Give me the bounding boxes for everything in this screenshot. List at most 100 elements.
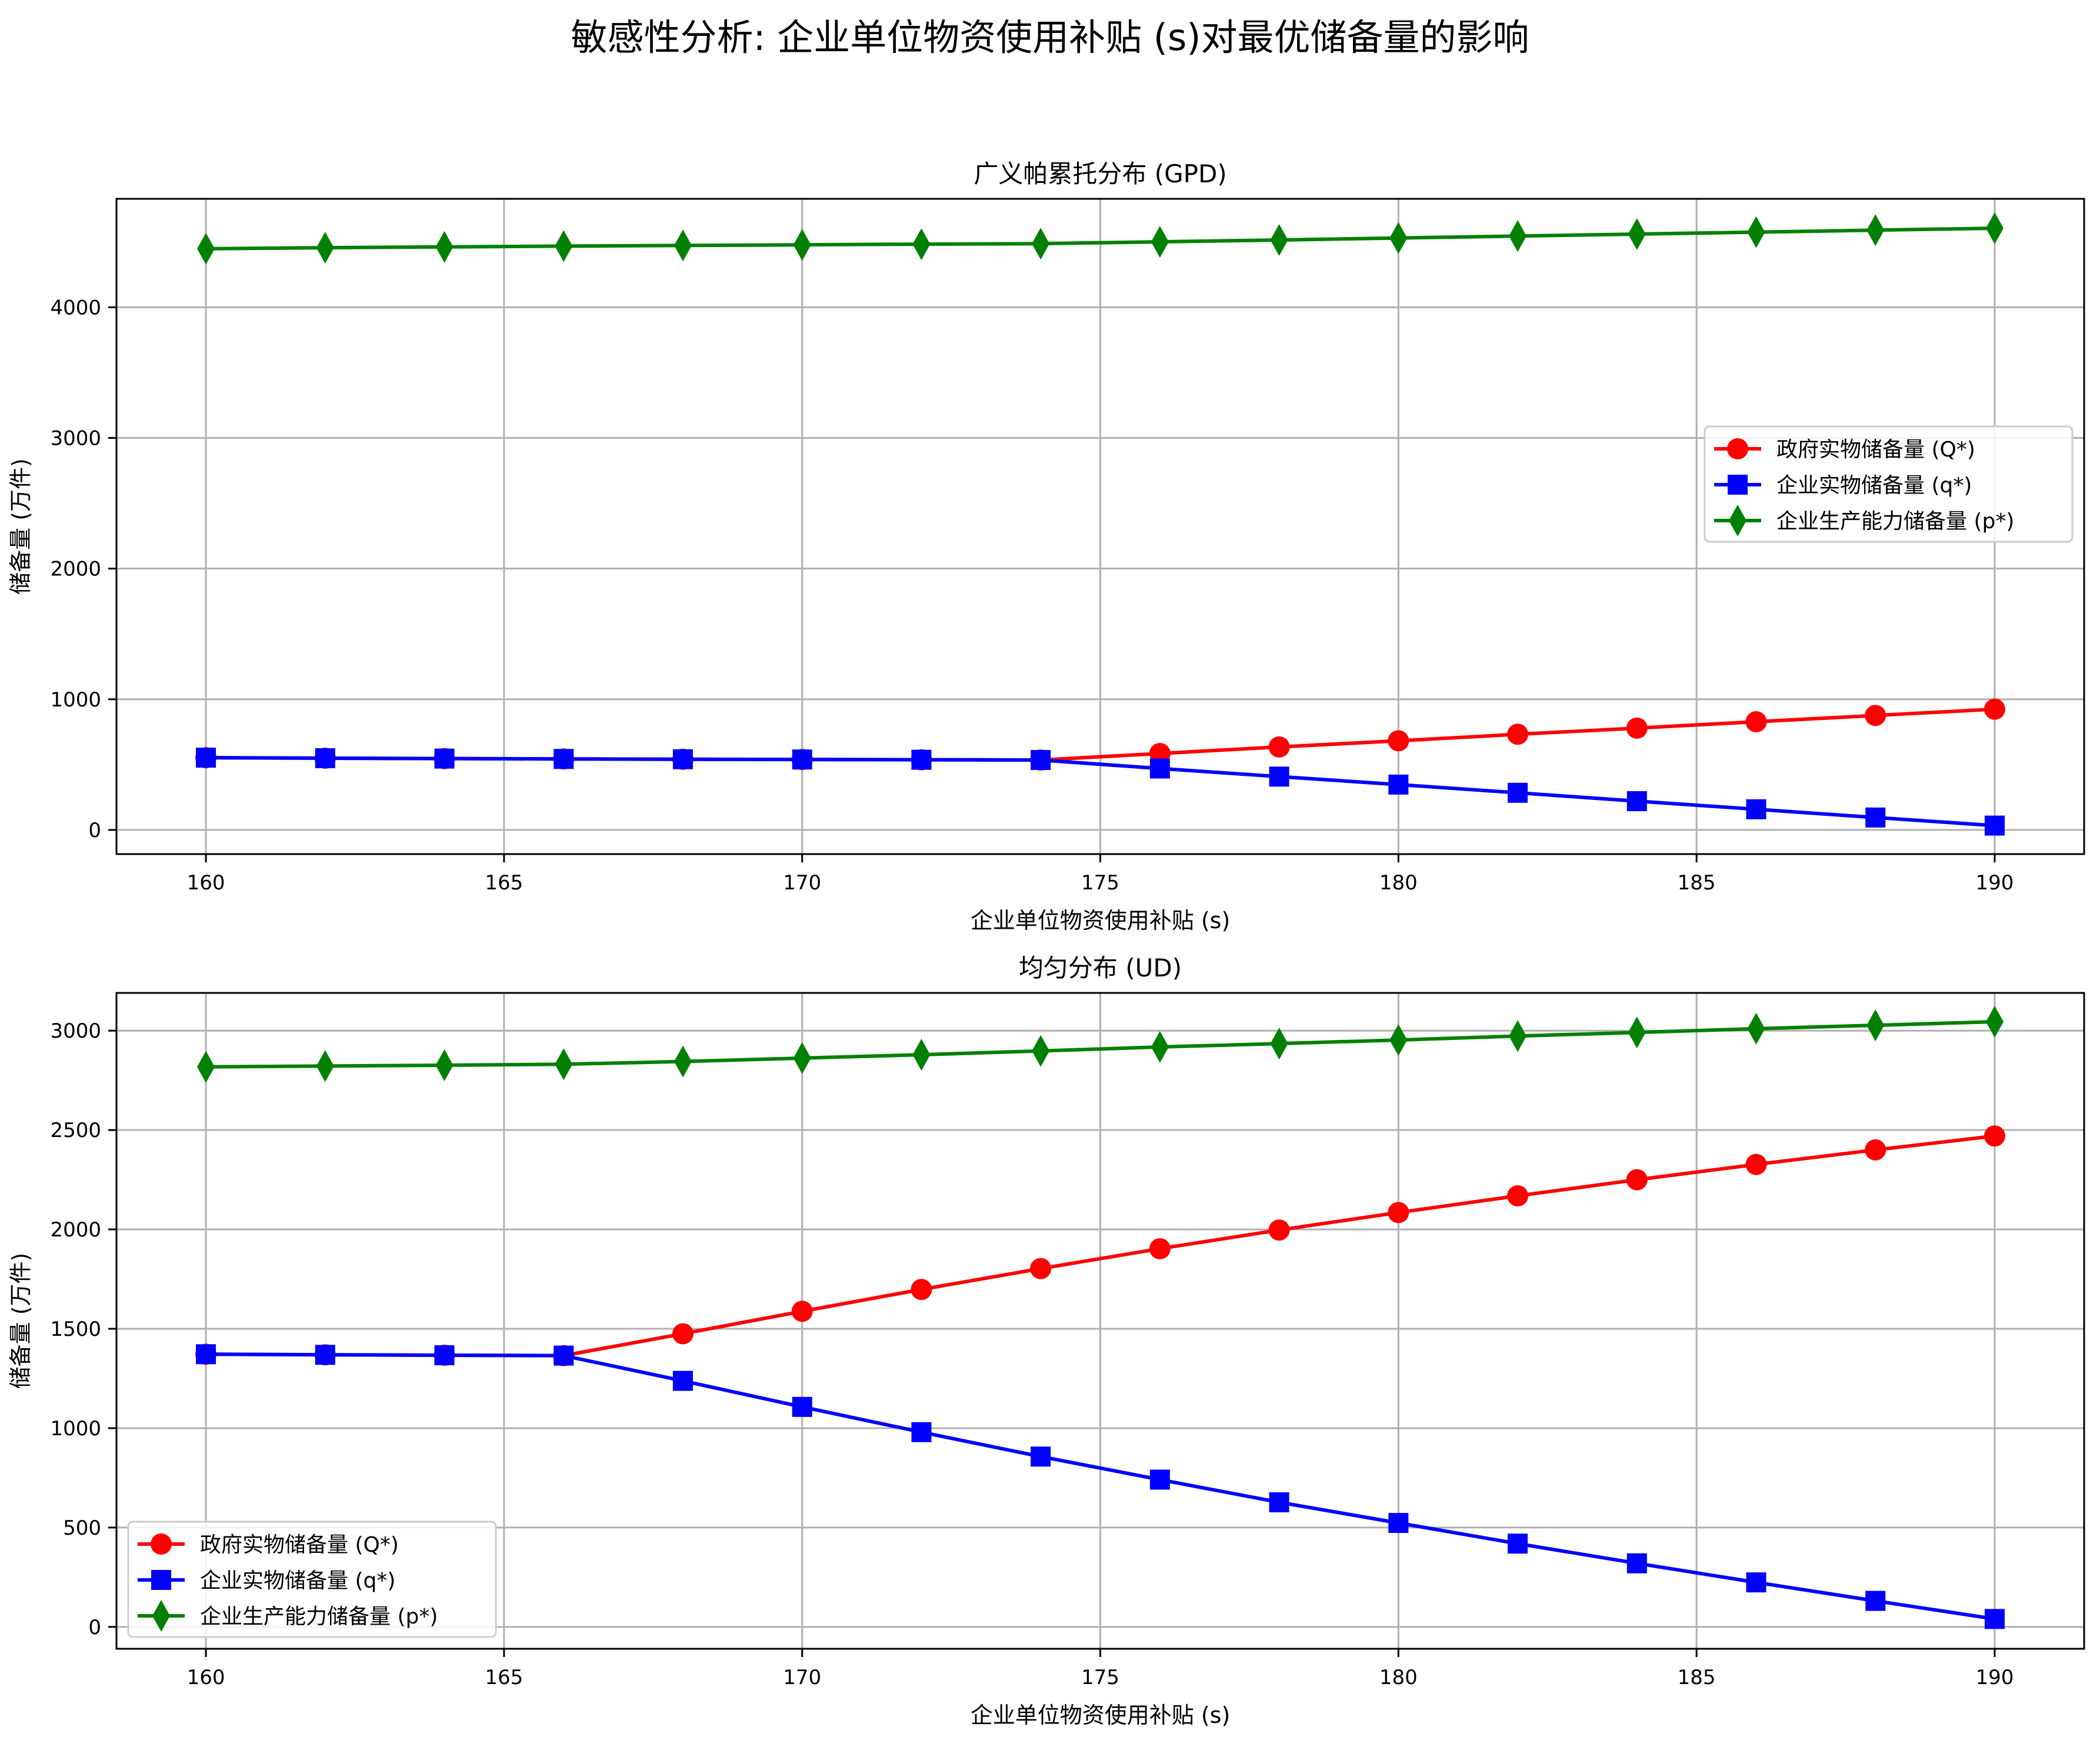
data-point (555, 230, 573, 262)
data-point (1628, 1016, 1646, 1049)
data-point (674, 1045, 692, 1078)
data-point (1626, 791, 1647, 812)
y-tick-label: 2000 (50, 1218, 101, 1242)
data-point (1984, 1125, 2005, 1147)
legend-entry-1: 政府实物储备量 (Q*) (1714, 438, 1975, 462)
x-tick-label: 185 (1678, 871, 1716, 895)
legend-marker (152, 1600, 170, 1632)
data-point (1747, 216, 1765, 248)
data-point (554, 749, 574, 769)
legend-marker (1729, 505, 1746, 536)
data-point (1032, 228, 1050, 260)
x-tick-label: 180 (1379, 871, 1418, 895)
y-tick-label: 1000 (50, 688, 101, 712)
y-tick-label: 3000 (50, 427, 101, 451)
data-point (1745, 1153, 1767, 1175)
data-point (1389, 1024, 1408, 1056)
data-point (912, 228, 931, 261)
data-point (1269, 1492, 1289, 1512)
data-point (1268, 736, 1290, 758)
legend-marker (1727, 438, 1748, 459)
series-2 (196, 1344, 2005, 1629)
data-point (1149, 758, 1170, 779)
data-point (1985, 1005, 2004, 1038)
x-tick-label: 160 (187, 871, 225, 895)
data-point (1984, 815, 2005, 836)
data-point (793, 229, 811, 261)
data-point (672, 749, 693, 769)
figure-title: 敏感性分析: 企业单位物资使用补贴 (s)对最优储备量的影响 (571, 16, 1529, 59)
data-point (1269, 766, 1289, 787)
data-point (911, 749, 932, 770)
data-point (435, 231, 454, 263)
legend-marker (151, 1533, 172, 1555)
data-point (554, 1345, 574, 1366)
data-point (1509, 220, 1527, 252)
data-point (315, 1345, 335, 1365)
data-point (911, 1279, 932, 1301)
legend-frame (1704, 425, 2074, 543)
x-axis-label: 企业单位物资使用补贴 (s) (971, 908, 1231, 933)
data-point (1985, 212, 2004, 244)
x-tick-label: 190 (1976, 871, 2014, 895)
data-point (196, 748, 216, 768)
legend: 政府实物储备量 (Q*) 企业实物储备量 (q*) 企业生产能力储备量 (p*) (127, 1521, 497, 1638)
x-tick-label: 175 (1081, 1666, 1119, 1689)
data-point (197, 232, 215, 265)
data-point (793, 1042, 811, 1074)
data-point (1031, 750, 1051, 771)
data-point (1388, 1202, 1409, 1223)
data-point (1389, 222, 1408, 254)
x-tick-label: 180 (1379, 1666, 1418, 1689)
data-point (1149, 1238, 1171, 1259)
data-point (1626, 1169, 1648, 1191)
data-point (1268, 1219, 1290, 1241)
data-point (1746, 1572, 1766, 1593)
x-tick-label: 190 (1976, 1666, 2014, 1689)
y-axis-label: 储备量 (万件) (8, 458, 34, 595)
y-tick-label: 500 (63, 1516, 101, 1540)
data-point (1388, 774, 1409, 795)
y-tick-label: 2500 (50, 1119, 101, 1142)
data-point (911, 1422, 932, 1442)
y-tick-label: 4000 (50, 296, 101, 319)
data-point (197, 1051, 215, 1083)
y-axis-label: 储备量 (万件) (8, 1253, 34, 1389)
data-point (1866, 1009, 1885, 1042)
legend: 政府实物储备量 (Q*) 企业实物储备量 (q*) 企业生产能力储备量 (p*) (1704, 425, 2074, 543)
data-point (1747, 1012, 1765, 1045)
legend-label: 政府实物储备量 (Q*) (1776, 438, 1975, 462)
chart-panel-2: 160 165 170 175 180 185 190 0 500 1000 1500 2000 250… (8, 953, 2085, 1728)
legend-entry-2: 企业实物储备量 (q*) (1714, 474, 1972, 498)
legend-frame (127, 1521, 497, 1638)
data-point (1745, 711, 1767, 732)
legend-entry-3: 企业生产能力储备量 (p*) (1714, 505, 2014, 536)
data-point (1270, 224, 1288, 256)
data-point (1628, 218, 1646, 250)
x-tick-label: 185 (1678, 1666, 1716, 1689)
data-point (1031, 1446, 1051, 1467)
data-point (792, 1396, 812, 1417)
data-point (1032, 1035, 1050, 1067)
series-line (206, 1352, 1995, 1621)
legend-label: 政府实物储备量 (Q*) (200, 1533, 399, 1557)
data-point (1866, 214, 1885, 246)
y-tick-label: 0 (88, 1616, 101, 1639)
data-point (1984, 1609, 2005, 1629)
data-point (1626, 717, 1648, 739)
y-tick-label: 1000 (50, 1417, 101, 1441)
series-line (206, 1019, 1995, 1069)
x-tick-label: 165 (485, 1666, 523, 1689)
chart-panels: 160 165 170 175 180 185 190 0 1000 2000 3000 4000 广义… (8, 159, 2085, 1728)
x-tick-label: 165 (485, 871, 523, 895)
legend-label: 企业实物储备量 (q*) (1776, 474, 1972, 498)
legend-marker (151, 1570, 171, 1590)
legend-entry-3: 企业生产能力储备量 (p*) (138, 1600, 438, 1632)
data-point (1508, 782, 1528, 803)
legend-label: 企业实物储备量 (q*) (200, 1569, 395, 1593)
data-point (674, 229, 692, 262)
data-point (316, 1050, 334, 1082)
x-tick-label: 160 (187, 1666, 225, 1689)
legend-entry-2: 企业实物储备量 (q*) (138, 1569, 395, 1593)
